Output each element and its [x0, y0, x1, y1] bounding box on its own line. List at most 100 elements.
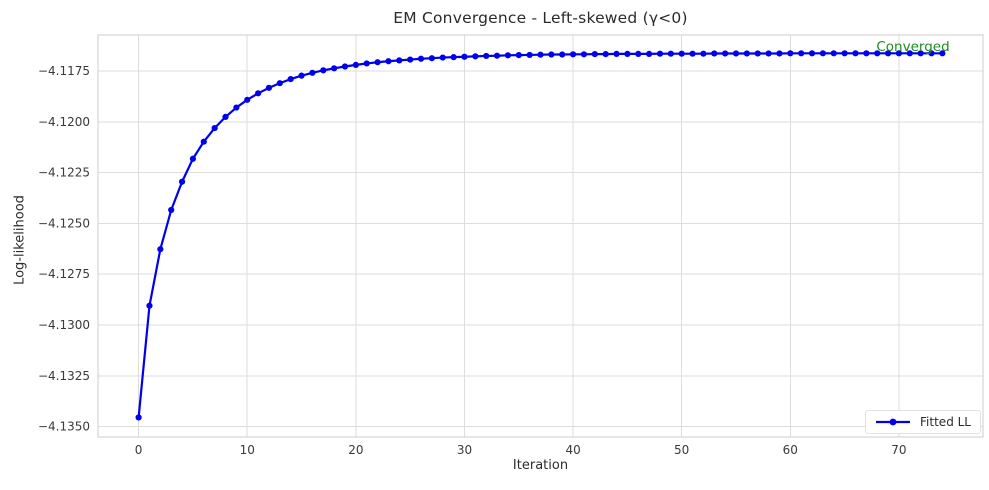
- y-tick-label: −4.1200: [38, 115, 90, 129]
- legend: Fitted LL: [865, 410, 981, 434]
- data-point: [417, 55, 425, 62]
- data-point: [841, 50, 848, 57]
- data-point: [700, 50, 707, 57]
- converged-annotation: Converged: [876, 39, 950, 56]
- data-point: [602, 51, 609, 58]
- data-point: [830, 50, 837, 57]
- data-point: [363, 60, 370, 67]
- data-point: [906, 50, 913, 57]
- legend-sample-marker: [889, 418, 897, 426]
- data-point: [265, 84, 273, 91]
- data-point: [504, 52, 512, 59]
- data-point: [754, 50, 761, 57]
- data-point: [787, 50, 794, 57]
- x-tick-label: 20: [348, 443, 363, 457]
- data-point: [233, 104, 240, 111]
- data-point: [819, 50, 827, 57]
- data-point: [656, 50, 664, 57]
- x-tick-label: 30: [457, 443, 472, 457]
- data-point: [895, 50, 903, 57]
- data-point: [222, 113, 229, 120]
- y-tick-label: −4.1325: [38, 369, 90, 383]
- y-tick-label: −4.1350: [38, 420, 90, 434]
- data-point: [743, 50, 750, 57]
- data-point: [276, 80, 283, 87]
- data-point: [624, 50, 631, 58]
- axes-background: [98, 35, 983, 437]
- data-point: [537, 51, 544, 58]
- data-point: [874, 50, 881, 57]
- y-tick-label: −4.1175: [38, 64, 90, 78]
- data-point: [646, 50, 653, 58]
- data-point: [298, 72, 305, 79]
- data-point: [396, 57, 403, 64]
- data-point: [667, 50, 674, 57]
- x-tick-label: 10: [240, 443, 255, 457]
- data-point: [939, 50, 946, 57]
- data-point: [548, 51, 555, 58]
- data-point: [776, 50, 783, 57]
- data-point: [928, 50, 935, 57]
- legend-label: Fitted LL: [920, 415, 971, 429]
- data-point: [146, 302, 153, 309]
- data-point: [407, 56, 414, 63]
- data-point: [917, 50, 924, 57]
- y-tick-label: −4.1275: [38, 267, 90, 281]
- data-point: [135, 414, 142, 421]
- data-point: [732, 50, 740, 57]
- data-point: [722, 50, 729, 57]
- data-point: [309, 69, 316, 76]
- data-point: [341, 63, 349, 70]
- data-point: [591, 51, 598, 58]
- data-point: [320, 67, 327, 74]
- data-point: [287, 76, 294, 83]
- data-point: [439, 54, 446, 61]
- data-point: [580, 51, 588, 58]
- data-point: [189, 155, 197, 162]
- data-point: [331, 65, 338, 72]
- data-point: [157, 246, 164, 253]
- x-axis-label: Iteration: [512, 458, 569, 473]
- data-point: [461, 53, 468, 60]
- data-point: [352, 61, 359, 68]
- data-point: [884, 50, 892, 57]
- data-point: [635, 50, 642, 58]
- data-point: [374, 59, 381, 66]
- x-tick-label: 60: [783, 443, 798, 457]
- data-point: [711, 50, 718, 57]
- data-point: [385, 58, 392, 65]
- x-tick-label: 0: [135, 443, 143, 457]
- axes-spines: [97, 34, 984, 438]
- data-point: [526, 51, 533, 59]
- data-point: [863, 50, 870, 57]
- data-point: [472, 53, 479, 60]
- x-tick-label: 40: [565, 443, 580, 457]
- data-point: [200, 138, 207, 145]
- data-point: [515, 52, 522, 59]
- data-point: [613, 50, 620, 58]
- y-axis-label: Log-likelihood: [12, 195, 28, 285]
- data-point: [765, 50, 772, 57]
- data-point: [168, 206, 175, 214]
- data-point: [559, 51, 566, 58]
- data-point: [211, 124, 218, 132]
- data-point: [808, 50, 816, 57]
- data-point: [569, 51, 577, 58]
- chart-title: EM Convergence - Left-skewed (γ<0): [393, 9, 688, 27]
- y-tick-label: −4.1300: [38, 318, 90, 332]
- x-tick-label: 50: [674, 443, 689, 457]
- data-point: [689, 50, 696, 57]
- data-point: [255, 90, 262, 97]
- data-point: [798, 50, 805, 57]
- data-point: [450, 54, 457, 61]
- y-tick-label: −4.1225: [38, 166, 90, 180]
- data-point: [493, 52, 501, 59]
- data-point: [852, 50, 859, 57]
- data-point: [178, 178, 186, 185]
- data-point: [428, 55, 435, 62]
- data-point: [678, 50, 685, 57]
- data-point: [483, 52, 490, 60]
- legend-line-sample: [876, 418, 911, 426]
